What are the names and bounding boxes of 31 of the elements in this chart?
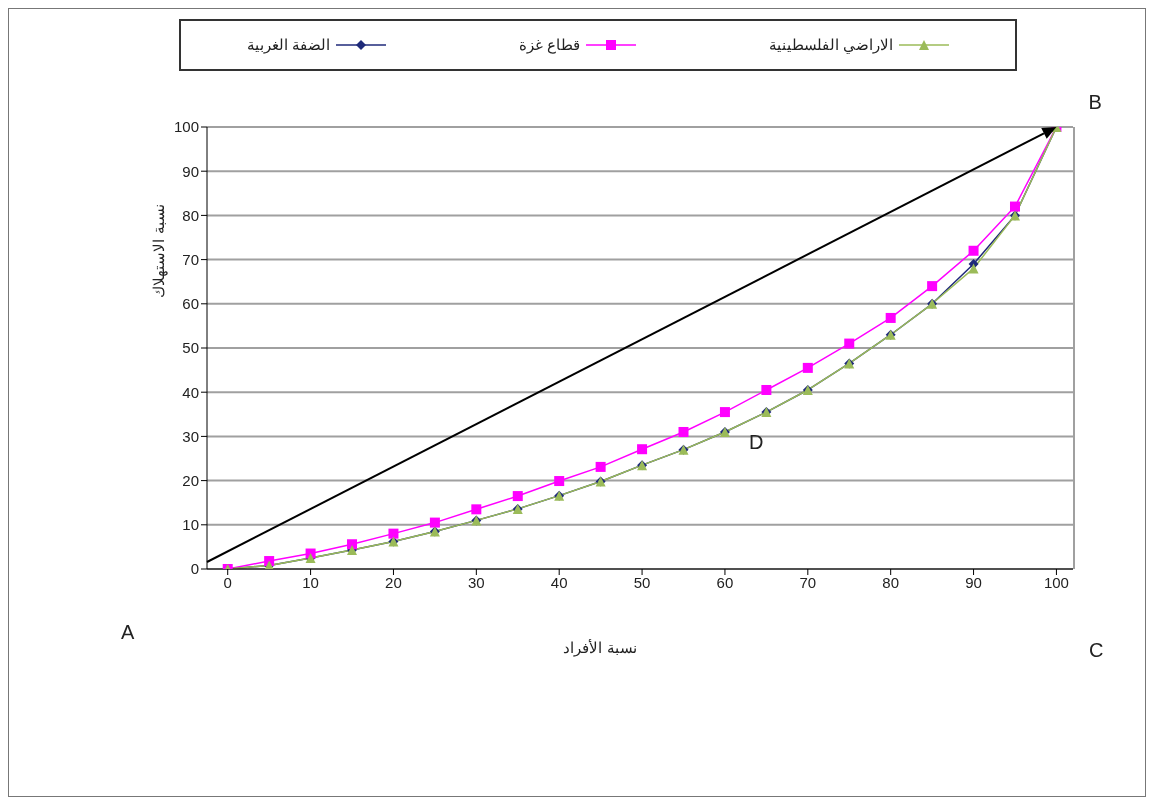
x-tick-label: 30 — [467, 573, 485, 591]
x-tick-label: 50 — [633, 573, 651, 591]
annotation: D — [749, 431, 764, 454]
y-axis-title: نسبة الاستهلاك — [150, 204, 168, 298]
y-tick-label: 100 — [173, 118, 199, 136]
x-tick-label: 100 — [1043, 573, 1069, 591]
y-tick-label: 0 — [190, 560, 199, 578]
y-tick-label: 50 — [182, 339, 199, 357]
x-tick-label: 40 — [550, 573, 568, 591]
legend-label: الضفة الغربية — [247, 36, 331, 54]
legend-label: قطاع غزة — [518, 36, 581, 54]
y-tick-label: 20 — [182, 471, 199, 489]
x-tick-label: 20 — [385, 573, 402, 591]
legend-label: الاراضي الفلسطينية — [768, 36, 893, 54]
text: C — [1089, 639, 1104, 662]
x-tick-label: 0 — [223, 573, 232, 591]
y-tick-label: 70 — [182, 250, 199, 268]
y-tick-label: 40 — [182, 383, 199, 401]
y-tick-label: 10 — [182, 516, 199, 534]
y-tick-label: 30 — [182, 427, 199, 445]
text: A — [121, 621, 135, 644]
annotation: B — [1088, 91, 1102, 114]
y-tick-label: 80 — [182, 206, 199, 224]
x-tick-label: 10 — [302, 573, 319, 591]
y-tick-label: 90 — [182, 162, 199, 180]
x-tick-label: 70 — [799, 573, 817, 591]
y-tick-label: 60 — [182, 295, 199, 313]
x-tick-label: 90 — [965, 573, 982, 591]
x-axis-title: نسبة الأفراد — [562, 639, 638, 657]
x-tick-label: 80 — [882, 573, 900, 591]
x-tick-label: 60 — [716, 573, 734, 591]
